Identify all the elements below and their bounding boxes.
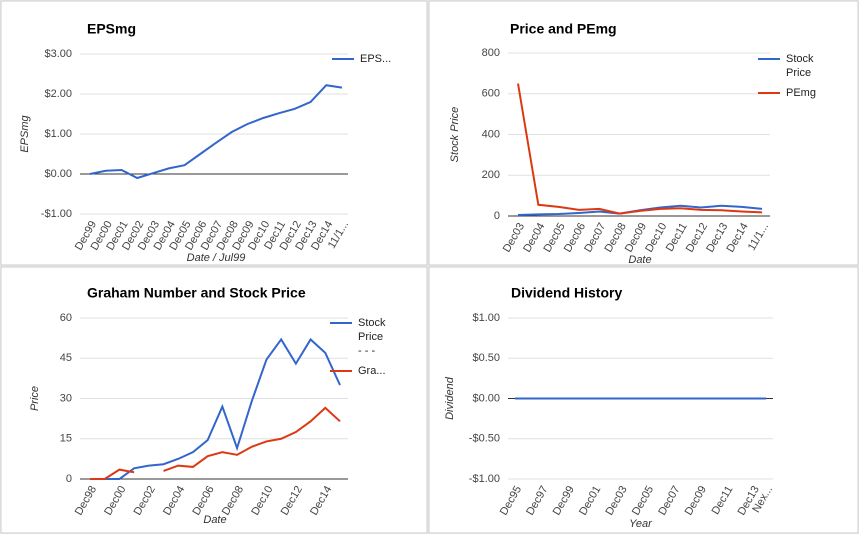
- panel: [428, 266, 859, 534]
- y-tick-label: 200: [482, 169, 500, 181]
- y-tick-label: -$1.00: [41, 208, 72, 220]
- legend: EPS...: [332, 52, 392, 72]
- legend-item: EPS...: [332, 52, 392, 66]
- y-tick-label: 600: [482, 88, 500, 100]
- y-tick-label: 0: [494, 210, 500, 222]
- x-axis-title: Date / Jul99: [187, 252, 246, 264]
- y-tick-label: $1.00: [472, 312, 500, 324]
- y-tick-label: 15: [60, 433, 72, 445]
- legend-swatch: [758, 92, 780, 94]
- chart-title: Dividend History: [511, 285, 622, 301]
- y-tick-label: $3.00: [44, 48, 72, 60]
- panel: [0, 266, 428, 534]
- series-line: [90, 468, 135, 480]
- y-tick-label: 400: [482, 128, 500, 140]
- x-axis-title: Date: [203, 514, 226, 526]
- series-line: [89, 84, 343, 180]
- legend: Stock Price PEmg: [758, 52, 816, 106]
- y-tick-label: 800: [482, 47, 500, 59]
- x-axis-title: Date: [628, 254, 651, 266]
- legend-label: Stock Price - - -: [358, 317, 386, 357]
- legend: Stock Price - - - Gra...: [330, 316, 388, 384]
- chart-title: EPSmg: [87, 21, 136, 37]
- chart-title: Price and PEmg: [510, 21, 617, 37]
- panel: [0, 0, 428, 266]
- y-tick-label: 30: [60, 392, 72, 404]
- legend-swatch: [758, 58, 780, 60]
- y-tick-label: -$1.00: [469, 473, 500, 485]
- y-tick-label: $2.00: [44, 88, 72, 100]
- legend-item: Stock Price - - -: [330, 316, 388, 358]
- y-axis-title: EPSmg: [19, 114, 31, 152]
- panel: [428, 0, 859, 266]
- legend-label: PEmg: [786, 87, 816, 99]
- y-tick-label: 0: [66, 473, 72, 485]
- legend-swatch: [330, 322, 352, 324]
- y-axis-title: Price: [29, 386, 41, 411]
- y-tick-label: -$0.50: [469, 433, 500, 445]
- legend-item: Stock Price: [758, 52, 816, 80]
- y-tick-label: $0.50: [472, 352, 500, 364]
- series-line: [163, 406, 341, 472]
- y-tick-label: 60: [60, 312, 72, 324]
- y-axis-title: Stock Price: [449, 107, 461, 163]
- x-axis-title: Year: [629, 518, 653, 530]
- y-tick-label: $0.00: [44, 168, 72, 180]
- y-tick-label: 45: [60, 352, 72, 364]
- y-tick-label: $0.00: [472, 392, 500, 404]
- legend-item: Gra...: [330, 364, 388, 378]
- legend-label: EPS...: [360, 53, 392, 65]
- series-line: [90, 337, 341, 480]
- legend-label: Gra...: [358, 365, 386, 377]
- y-axis-title: Dividend: [444, 376, 456, 420]
- legend-label: Stock Price: [786, 53, 814, 79]
- series-line: [517, 83, 763, 215]
- legend-swatch: [332, 58, 354, 60]
- legend-swatch: [330, 370, 352, 372]
- y-tick-label: $1.00: [44, 128, 72, 140]
- legend-item: PEmg: [758, 86, 816, 100]
- chart-title: Graham Number and Stock Price: [87, 285, 306, 301]
